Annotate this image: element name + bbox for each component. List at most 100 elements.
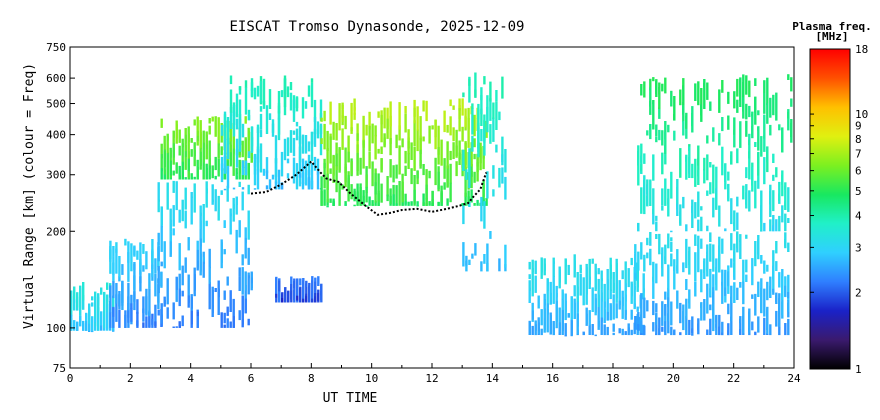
echo-streak — [630, 329, 633, 336]
echo-streak — [169, 208, 172, 222]
echo-streak — [495, 101, 498, 130]
echo-streak — [316, 171, 320, 190]
echo-streak — [721, 321, 724, 336]
echo-streak — [193, 274, 196, 291]
echo-streak — [745, 103, 748, 120]
echo-streak — [250, 88, 254, 97]
echo-streak — [778, 323, 781, 336]
echo-streak — [594, 334, 597, 337]
echo-streak — [685, 279, 688, 290]
y-tick-label: 600 — [46, 72, 66, 85]
echo-streak — [238, 310, 241, 321]
echo-streak — [359, 157, 362, 175]
echo-streak — [419, 137, 422, 155]
echo-streak — [157, 199, 160, 213]
echo-streak — [766, 306, 769, 335]
echo-streak — [166, 278, 169, 305]
echo-streak — [365, 174, 368, 193]
echo-streak — [706, 283, 709, 314]
echo-streak — [688, 319, 691, 335]
echo-streak — [115, 248, 118, 274]
echo-streak — [640, 242, 643, 260]
echo-streak — [298, 136, 302, 163]
echo-streak — [298, 173, 302, 178]
echo-streak — [235, 172, 238, 180]
echo-streak — [226, 318, 229, 328]
echo-streak — [763, 80, 766, 94]
echo-streak — [289, 130, 293, 153]
echo-streak — [760, 255, 763, 264]
echo-streak — [742, 306, 745, 334]
echo-streak — [169, 220, 172, 242]
echo-streak — [298, 126, 302, 144]
echo-streak — [446, 198, 449, 206]
echo-streak — [757, 316, 760, 333]
echo-streak — [299, 287, 302, 303]
echo-streak — [652, 77, 655, 82]
echo-streak — [652, 101, 655, 130]
echo-streak — [697, 323, 700, 335]
echo-streak — [85, 321, 88, 331]
echo-streak — [181, 143, 184, 166]
echo-streak — [670, 90, 673, 107]
echo-streak — [667, 198, 670, 217]
echo-streak — [160, 261, 163, 267]
echo-streak — [483, 254, 486, 264]
echo-streak — [543, 308, 546, 333]
echo-streak — [658, 82, 661, 109]
echo-streak — [115, 283, 118, 304]
echo-streak — [700, 238, 703, 249]
echo-streak — [564, 259, 567, 285]
echo-streak — [307, 85, 311, 97]
echo-streak — [199, 238, 202, 261]
echo-streak — [480, 95, 483, 114]
echo-streak — [178, 165, 181, 180]
echo-streak — [763, 93, 766, 114]
echo-streak — [127, 309, 130, 323]
colorbar-title: Plasma freq. — [792, 20, 871, 33]
colorbar-tick-label: 4 — [855, 210, 862, 223]
echo-streak — [600, 278, 603, 290]
echo-streak — [446, 141, 449, 169]
echo-streak — [299, 278, 302, 286]
echo-streak — [751, 126, 754, 139]
echo-streak — [787, 109, 790, 131]
echo-streak — [199, 253, 202, 276]
echo-streak — [721, 117, 724, 132]
echo-streak — [724, 287, 727, 296]
echo-streak — [637, 324, 640, 331]
echo-streak — [398, 145, 401, 175]
echo-streak — [688, 289, 691, 309]
echo-streak — [652, 261, 655, 282]
y-tick-label: 75 — [53, 362, 66, 375]
heatmap-layer — [70, 72, 793, 337]
echo-streak — [338, 182, 341, 206]
echo-streak — [259, 106, 263, 112]
echo-streak — [706, 251, 709, 277]
echo-streak — [474, 72, 477, 97]
echo-streak — [649, 78, 652, 91]
x-tick-label: 20 — [667, 372, 680, 385]
echo-streak — [700, 216, 703, 232]
echo-streak — [691, 328, 694, 333]
echo-streak — [380, 146, 383, 154]
echo-streak — [229, 290, 232, 312]
echo-streak — [636, 306, 639, 312]
echo-streak — [609, 257, 612, 279]
echo-streak — [739, 77, 742, 107]
echo-streak — [398, 125, 401, 141]
echo-streak — [341, 184, 344, 190]
echo-streak — [742, 185, 745, 200]
echo-streak — [501, 136, 504, 163]
echo-streak — [275, 277, 278, 294]
echo-streak — [115, 242, 118, 253]
echo-streak — [784, 285, 787, 297]
echo-streak — [190, 297, 193, 309]
echo-streak — [295, 163, 299, 190]
echo-streak — [691, 205, 694, 213]
echo-streak — [223, 174, 226, 180]
echo-streak — [465, 169, 468, 180]
echo-streak — [274, 181, 278, 190]
echo-streak — [781, 205, 784, 223]
echo-streak — [473, 114, 476, 137]
